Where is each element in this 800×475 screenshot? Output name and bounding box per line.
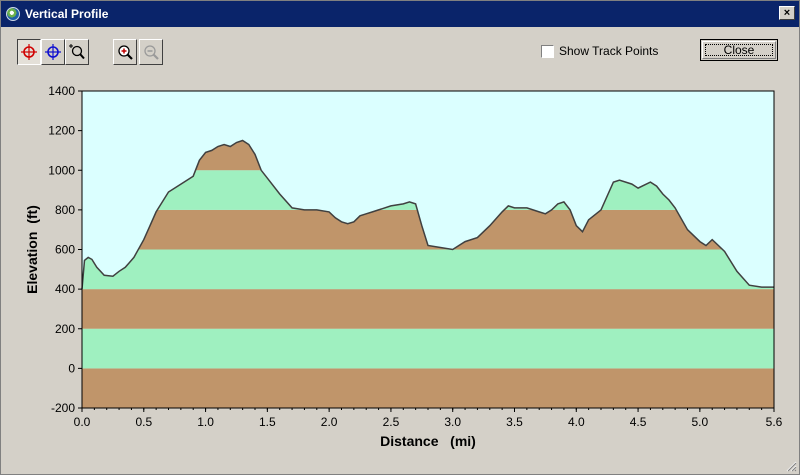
- x-tick-label: 2.0: [321, 415, 338, 429]
- close-button-label: Close: [723, 43, 755, 57]
- x-tick-label: 4.5: [630, 415, 647, 429]
- y-tick-label: 1400: [48, 84, 75, 98]
- globe-icon: [6, 7, 20, 21]
- y-tick-label: 1200: [48, 124, 75, 138]
- zoom-box-icon: [69, 44, 85, 60]
- x-tick-label: 4.0: [568, 415, 585, 429]
- window-close-button[interactable]: ×: [779, 6, 795, 20]
- x-tick-label: 3.0: [444, 415, 461, 429]
- select-point-blue-button[interactable]: [41, 39, 65, 65]
- elevation-band: [82, 368, 774, 408]
- x-tick-label: 1.5: [259, 415, 276, 429]
- crosshair-blue-icon: [45, 44, 61, 60]
- show-track-points-toggle[interactable]: Show Track Points: [541, 44, 658, 58]
- x-axis-label: Distance (mi): [380, 433, 476, 449]
- x-tick-label: 5.6: [766, 415, 783, 429]
- elevation-band: [82, 328, 774, 369]
- y-tick-label: 200: [55, 322, 75, 336]
- zoom-out-icon: [144, 45, 159, 60]
- y-tick-label: 1000: [48, 163, 75, 177]
- zoom-in-button[interactable]: [113, 39, 137, 65]
- select-point-red-button[interactable]: [17, 39, 41, 65]
- crosshair-red-icon: [21, 44, 37, 60]
- y-tick-label: 600: [55, 243, 75, 257]
- elevation-band: [82, 289, 774, 329]
- show-track-points-checkbox[interactable]: [541, 44, 554, 58]
- x-tick-label: 5.0: [692, 415, 709, 429]
- y-tick-label: -200: [51, 401, 75, 415]
- close-button[interactable]: Close: [700, 39, 778, 61]
- vertical-profile-chart[interactable]: -200 0 200 400 600 800 1000 1200 1400 0.0 0.5 1.0 1…: [1, 77, 799, 455]
- y-tick-label: 800: [55, 203, 75, 217]
- show-track-points-label: Show Track Points: [559, 44, 659, 58]
- x-tick-label: 1.0: [197, 415, 214, 429]
- window-title: Vertical Profile: [25, 7, 109, 21]
- resize-grip-icon[interactable]: [785, 460, 797, 472]
- elevation-band: [82, 249, 774, 290]
- y-tick-label: 0: [68, 361, 75, 375]
- zoom-out-button[interactable]: [139, 39, 163, 65]
- x-tick-label: 0.5: [135, 415, 152, 429]
- y-axis-label: Elevation (ft): [24, 205, 40, 294]
- y-tick-label: 400: [55, 282, 75, 296]
- x-tick-label: 2.5: [383, 415, 400, 429]
- x-tick-label: 3.5: [506, 415, 523, 429]
- x-tick-label: 0.0: [74, 415, 91, 429]
- title-bar[interactable]: Vertical Profile ×: [1, 1, 799, 27]
- elevation-profile-line: [81, 139, 774, 290]
- zoom-in-icon: [118, 45, 133, 60]
- zoom-box-button[interactable]: [65, 39, 89, 65]
